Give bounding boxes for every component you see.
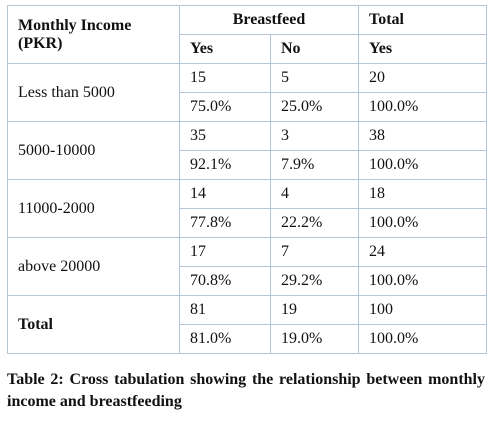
count-cell: 20 (358, 63, 487, 93)
percent-row: 70.8% 29.2% 100.0% (8, 266, 487, 296)
caption: Table 2: Cross tabulation showing the re… (7, 371, 485, 410)
count-cell: 19 (270, 295, 359, 325)
count-cell: 7 (270, 237, 359, 267)
row-label: Total (7, 295, 180, 354)
percent-cell: 100.0% (358, 150, 487, 180)
percent-cell: 100.0% (358, 208, 487, 238)
percent-cell: 100.0% (358, 324, 487, 354)
count-cell: 17 (179, 237, 271, 267)
count-cell: 3 (270, 121, 359, 151)
no-header: No (270, 34, 359, 64)
total-header: Total (358, 5, 487, 35)
percent-cell: 75.0% (179, 92, 271, 122)
count-cell: 100 (358, 295, 487, 325)
percent-cell: 25.0% (270, 92, 359, 122)
count-cell: 81 (179, 295, 271, 325)
percent-cell: 7.9% (270, 150, 359, 180)
breastfeed-header: Breastfeed (179, 5, 359, 35)
percent-cell: 19.0% (270, 324, 359, 354)
percent-cell: 70.8% (179, 266, 271, 296)
count-row: Total 81 19 100 (7, 295, 487, 354)
row-label: Less than 5000 (7, 63, 180, 122)
percent-cell: 29.2% (270, 266, 359, 296)
count-cell: 15 (179, 63, 271, 93)
count-cell: 24 (358, 237, 487, 267)
row-label: 11000-2000 (7, 179, 180, 238)
count-row: 5000-10000 35 3 38 (7, 121, 487, 180)
count-cell: 5 (270, 63, 359, 93)
cross-tab: Monthly Income (PKR) Breastfeed Total Yes… (7, 5, 487, 354)
count-row: 11000-2000 14 4 18 (7, 179, 487, 238)
count-cell: 35 (179, 121, 271, 151)
percent-cell: 81.0% (179, 324, 271, 354)
percent-row: 81.0% 19.0% 100.0% (8, 324, 487, 354)
percent-cell: 22.2% (270, 208, 359, 238)
percent-cell: 100.0% (358, 92, 487, 122)
percent-cell: 92.1% (179, 150, 271, 180)
row-label: above 20000 (7, 237, 180, 296)
count-cell: 14 (179, 179, 271, 209)
header-line: (PKR) (18, 34, 63, 52)
count-row: Less than 5000 15 5 20 (7, 63, 487, 122)
count-cell: 4 (270, 179, 359, 209)
income-header: Monthly Income (PKR) (7, 5, 180, 64)
count-row: above 20000 17 7 24 (7, 237, 487, 296)
table-body: Less than 5000 15 5 20 75.0% 25.0% 100.0% 5000-… (7, 63, 487, 354)
count-cell: 38 (358, 121, 487, 151)
percent-row: 77.8% 22.2% 100.0% (8, 208, 487, 238)
row-label: 5000-10000 (7, 121, 180, 180)
count-cell: 18 (358, 179, 487, 209)
percent-row: 92.1% 7.9% 100.0% (8, 150, 487, 180)
total-yes-header: Yes (358, 34, 487, 64)
percent-cell: 77.8% (179, 208, 271, 238)
percent-row: 75.0% 25.0% 100.0% (8, 92, 487, 122)
yes-header: Yes (179, 34, 271, 64)
header-line: Monthly Income (18, 16, 132, 34)
percent-cell: 100.0% (358, 266, 487, 296)
